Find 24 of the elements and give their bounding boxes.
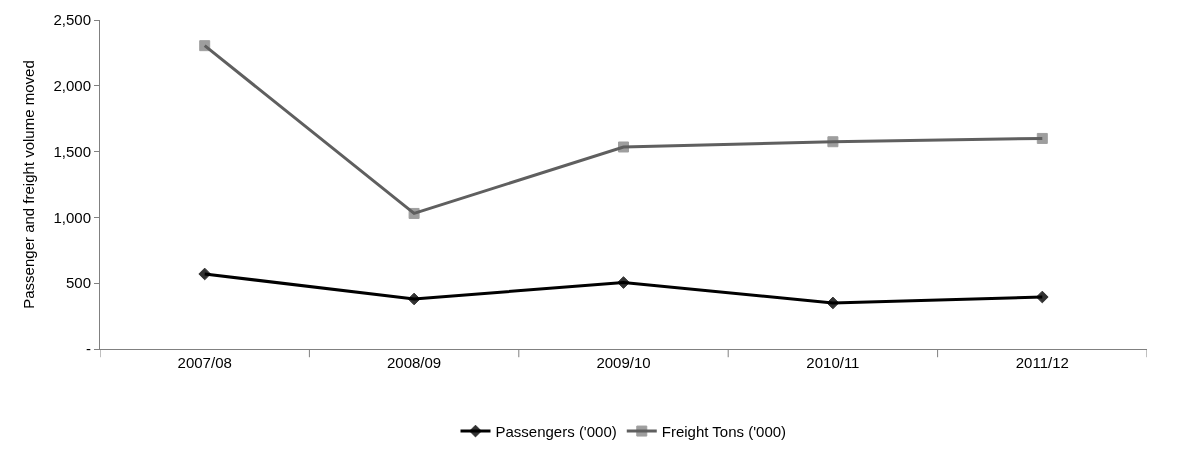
point bbox=[618, 141, 629, 153]
point bbox=[407, 292, 421, 306]
x-tick-label: 2008/09 bbox=[386, 354, 442, 371]
point bbox=[826, 296, 840, 310]
y-tick-label: 500 bbox=[65, 274, 91, 292]
point bbox=[1035, 290, 1049, 304]
y-tick-label: - bbox=[86, 340, 91, 358]
point bbox=[1036, 132, 1048, 144]
y-axis-title: Passenger and freight volume moved bbox=[19, 60, 37, 309]
point bbox=[408, 207, 420, 219]
point bbox=[199, 40, 211, 52]
point bbox=[617, 276, 630, 289]
x-tick-label: 2011/12 bbox=[1015, 354, 1069, 371]
y-tick-label: 1,000 bbox=[53, 208, 91, 226]
legend-label: Freight Tons ('000) bbox=[661, 422, 787, 440]
legend-label: Passengers ('000) bbox=[495, 422, 617, 440]
point bbox=[198, 267, 212, 281]
x-tick-label: 2010/11 bbox=[806, 354, 860, 371]
point bbox=[827, 136, 839, 148]
y-tick-label: 2,500 bbox=[53, 11, 91, 29]
x-tick-label: 2009/10 bbox=[596, 354, 651, 371]
y-tick-label: 2,000 bbox=[53, 77, 91, 95]
y-tick-label: 1,500 bbox=[53, 142, 91, 160]
x-tick-label: 2007/08 bbox=[177, 354, 232, 371]
